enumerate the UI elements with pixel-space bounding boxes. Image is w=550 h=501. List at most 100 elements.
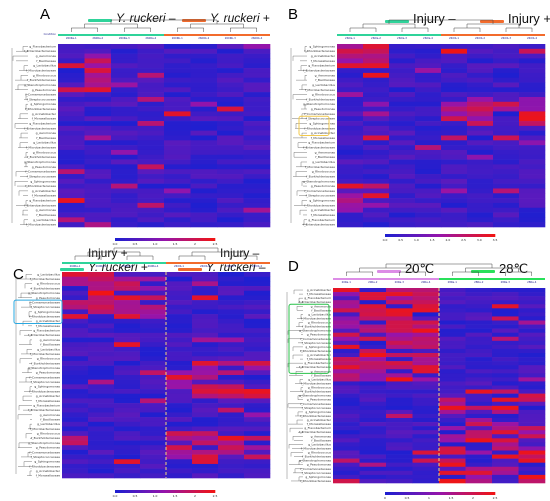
colorbar-segment xyxy=(212,238,216,241)
colorbar-segment xyxy=(401,492,405,495)
heatmap-cell xyxy=(164,96,191,103)
heatmap-cell xyxy=(164,164,191,170)
heatmap-cell xyxy=(333,466,360,472)
heatmap-cell xyxy=(465,348,493,354)
heatmap-cell xyxy=(111,77,138,83)
heatmap-cell xyxy=(333,336,360,342)
row-label: g_Rhodococcus xyxy=(33,150,57,154)
heatmap-cell xyxy=(244,351,271,357)
heatmap-cell xyxy=(465,438,493,443)
colorbar-segment xyxy=(125,238,128,241)
heatmap-cell xyxy=(359,336,387,342)
heatmap-cell xyxy=(166,412,193,418)
heatmap-cell xyxy=(333,377,360,382)
heatmap-cell xyxy=(441,96,468,103)
dendro-branch xyxy=(110,19,218,24)
heatmap-cell xyxy=(492,328,519,333)
heatmap-cell xyxy=(217,164,244,170)
heatmap-cell xyxy=(84,72,112,79)
heatmap-cell xyxy=(164,217,191,223)
heatmap-cell xyxy=(166,318,193,324)
heatmap-cell xyxy=(140,337,167,343)
heatmap-cell xyxy=(359,344,387,350)
colorbar-segment xyxy=(157,238,161,241)
heatmap-cell xyxy=(111,207,138,213)
row-label: f_Comamonadaceae xyxy=(29,300,60,304)
heatmap-cell xyxy=(62,304,89,310)
colorbar-segment xyxy=(429,492,433,495)
heatmap-cell xyxy=(190,77,218,83)
heatmap-cell xyxy=(441,48,468,54)
row-label: f_Comamonadaceae xyxy=(29,375,60,379)
colorbar-segment xyxy=(200,490,203,493)
heatmap-cell xyxy=(412,288,440,293)
heatmap-cell xyxy=(114,473,141,479)
heatmap-cell xyxy=(58,111,85,117)
heatmap-cell xyxy=(518,353,546,358)
row-label: g_Pseudomonas xyxy=(32,165,57,169)
heatmap-cell xyxy=(518,470,546,476)
colorbar-segment xyxy=(170,238,173,241)
heatmap-cell xyxy=(359,438,387,443)
row-label: g_Stenotrophomonas xyxy=(299,329,331,333)
heatmap-cell xyxy=(337,106,364,112)
panel-label: C xyxy=(13,266,24,283)
row-label: f_Bacillaceae xyxy=(36,59,56,63)
heatmap-cell xyxy=(192,384,219,390)
heatmap-cell xyxy=(190,149,218,156)
heatmap-cell xyxy=(140,463,167,469)
heatmap-cell xyxy=(164,140,191,146)
heatmap-cell xyxy=(333,462,360,468)
heatmap-cell xyxy=(519,164,546,170)
heatmap-cell xyxy=(386,373,413,378)
heatmap-cell xyxy=(389,96,416,103)
heatmap-cell xyxy=(137,140,165,146)
heatmap-cell xyxy=(166,435,193,441)
colorbar-tick: 1.5 xyxy=(449,496,454,500)
heatmap-cell xyxy=(137,44,165,50)
row-label: g_Sphingomonas xyxy=(30,102,56,106)
heatmap-cell xyxy=(114,300,141,306)
heatmap-cell xyxy=(164,202,191,209)
heatmap-cell xyxy=(363,68,390,74)
colorbar-segment xyxy=(190,490,193,493)
row-label: g_Rhodococcus xyxy=(37,357,61,361)
heatmap-cell xyxy=(492,344,519,350)
heatmap-cell xyxy=(439,422,466,427)
heatmap-cell xyxy=(386,405,413,411)
heatmap-cell xyxy=(166,375,193,380)
heatmap-cell xyxy=(88,412,115,418)
heatmap-cell xyxy=(439,340,466,346)
heatmap-cell xyxy=(88,286,115,292)
heatmap-cell xyxy=(88,309,115,315)
heatmap-cell xyxy=(337,53,364,59)
heatmap-cell xyxy=(244,295,271,301)
heatmap-cell xyxy=(190,188,218,194)
row-label: g_Acinetobacter xyxy=(36,394,61,398)
heatmap-cell xyxy=(190,198,218,204)
heatmap-cell xyxy=(58,174,85,180)
heatmap-cell xyxy=(412,316,440,321)
panel-label: A xyxy=(40,6,51,23)
heatmap-cell xyxy=(333,397,360,403)
row-label: g_Rhodococcus xyxy=(312,170,336,174)
heatmap-cell xyxy=(333,405,360,411)
heatmap-cell xyxy=(439,438,466,443)
column-label: 260Ra-1 xyxy=(66,36,77,40)
colorbar-tick: 2.5 xyxy=(213,494,218,498)
heatmap-cell xyxy=(337,174,364,180)
heatmap-cell xyxy=(465,336,493,342)
heatmap-cell xyxy=(244,435,271,441)
colorbar-segment xyxy=(175,490,178,493)
heatmap-cell xyxy=(492,430,519,435)
heatmap-cell xyxy=(359,478,387,484)
heatmap-cell xyxy=(467,188,494,194)
heatmap-cell xyxy=(190,164,218,170)
colorbar-segment xyxy=(398,234,402,237)
heatmap-cell xyxy=(166,417,193,423)
heatmap-cell xyxy=(465,344,493,350)
heatmap-a: 260Ra-1 260Ra-2 260Ra-3 260Ra-4 260Rb-1 260Rb… xyxy=(11,19,271,246)
row-label: g_Stenotrophomonas xyxy=(28,441,60,445)
heatmap-cell xyxy=(363,149,390,156)
row-label: g_Lactobacillus xyxy=(33,141,56,145)
